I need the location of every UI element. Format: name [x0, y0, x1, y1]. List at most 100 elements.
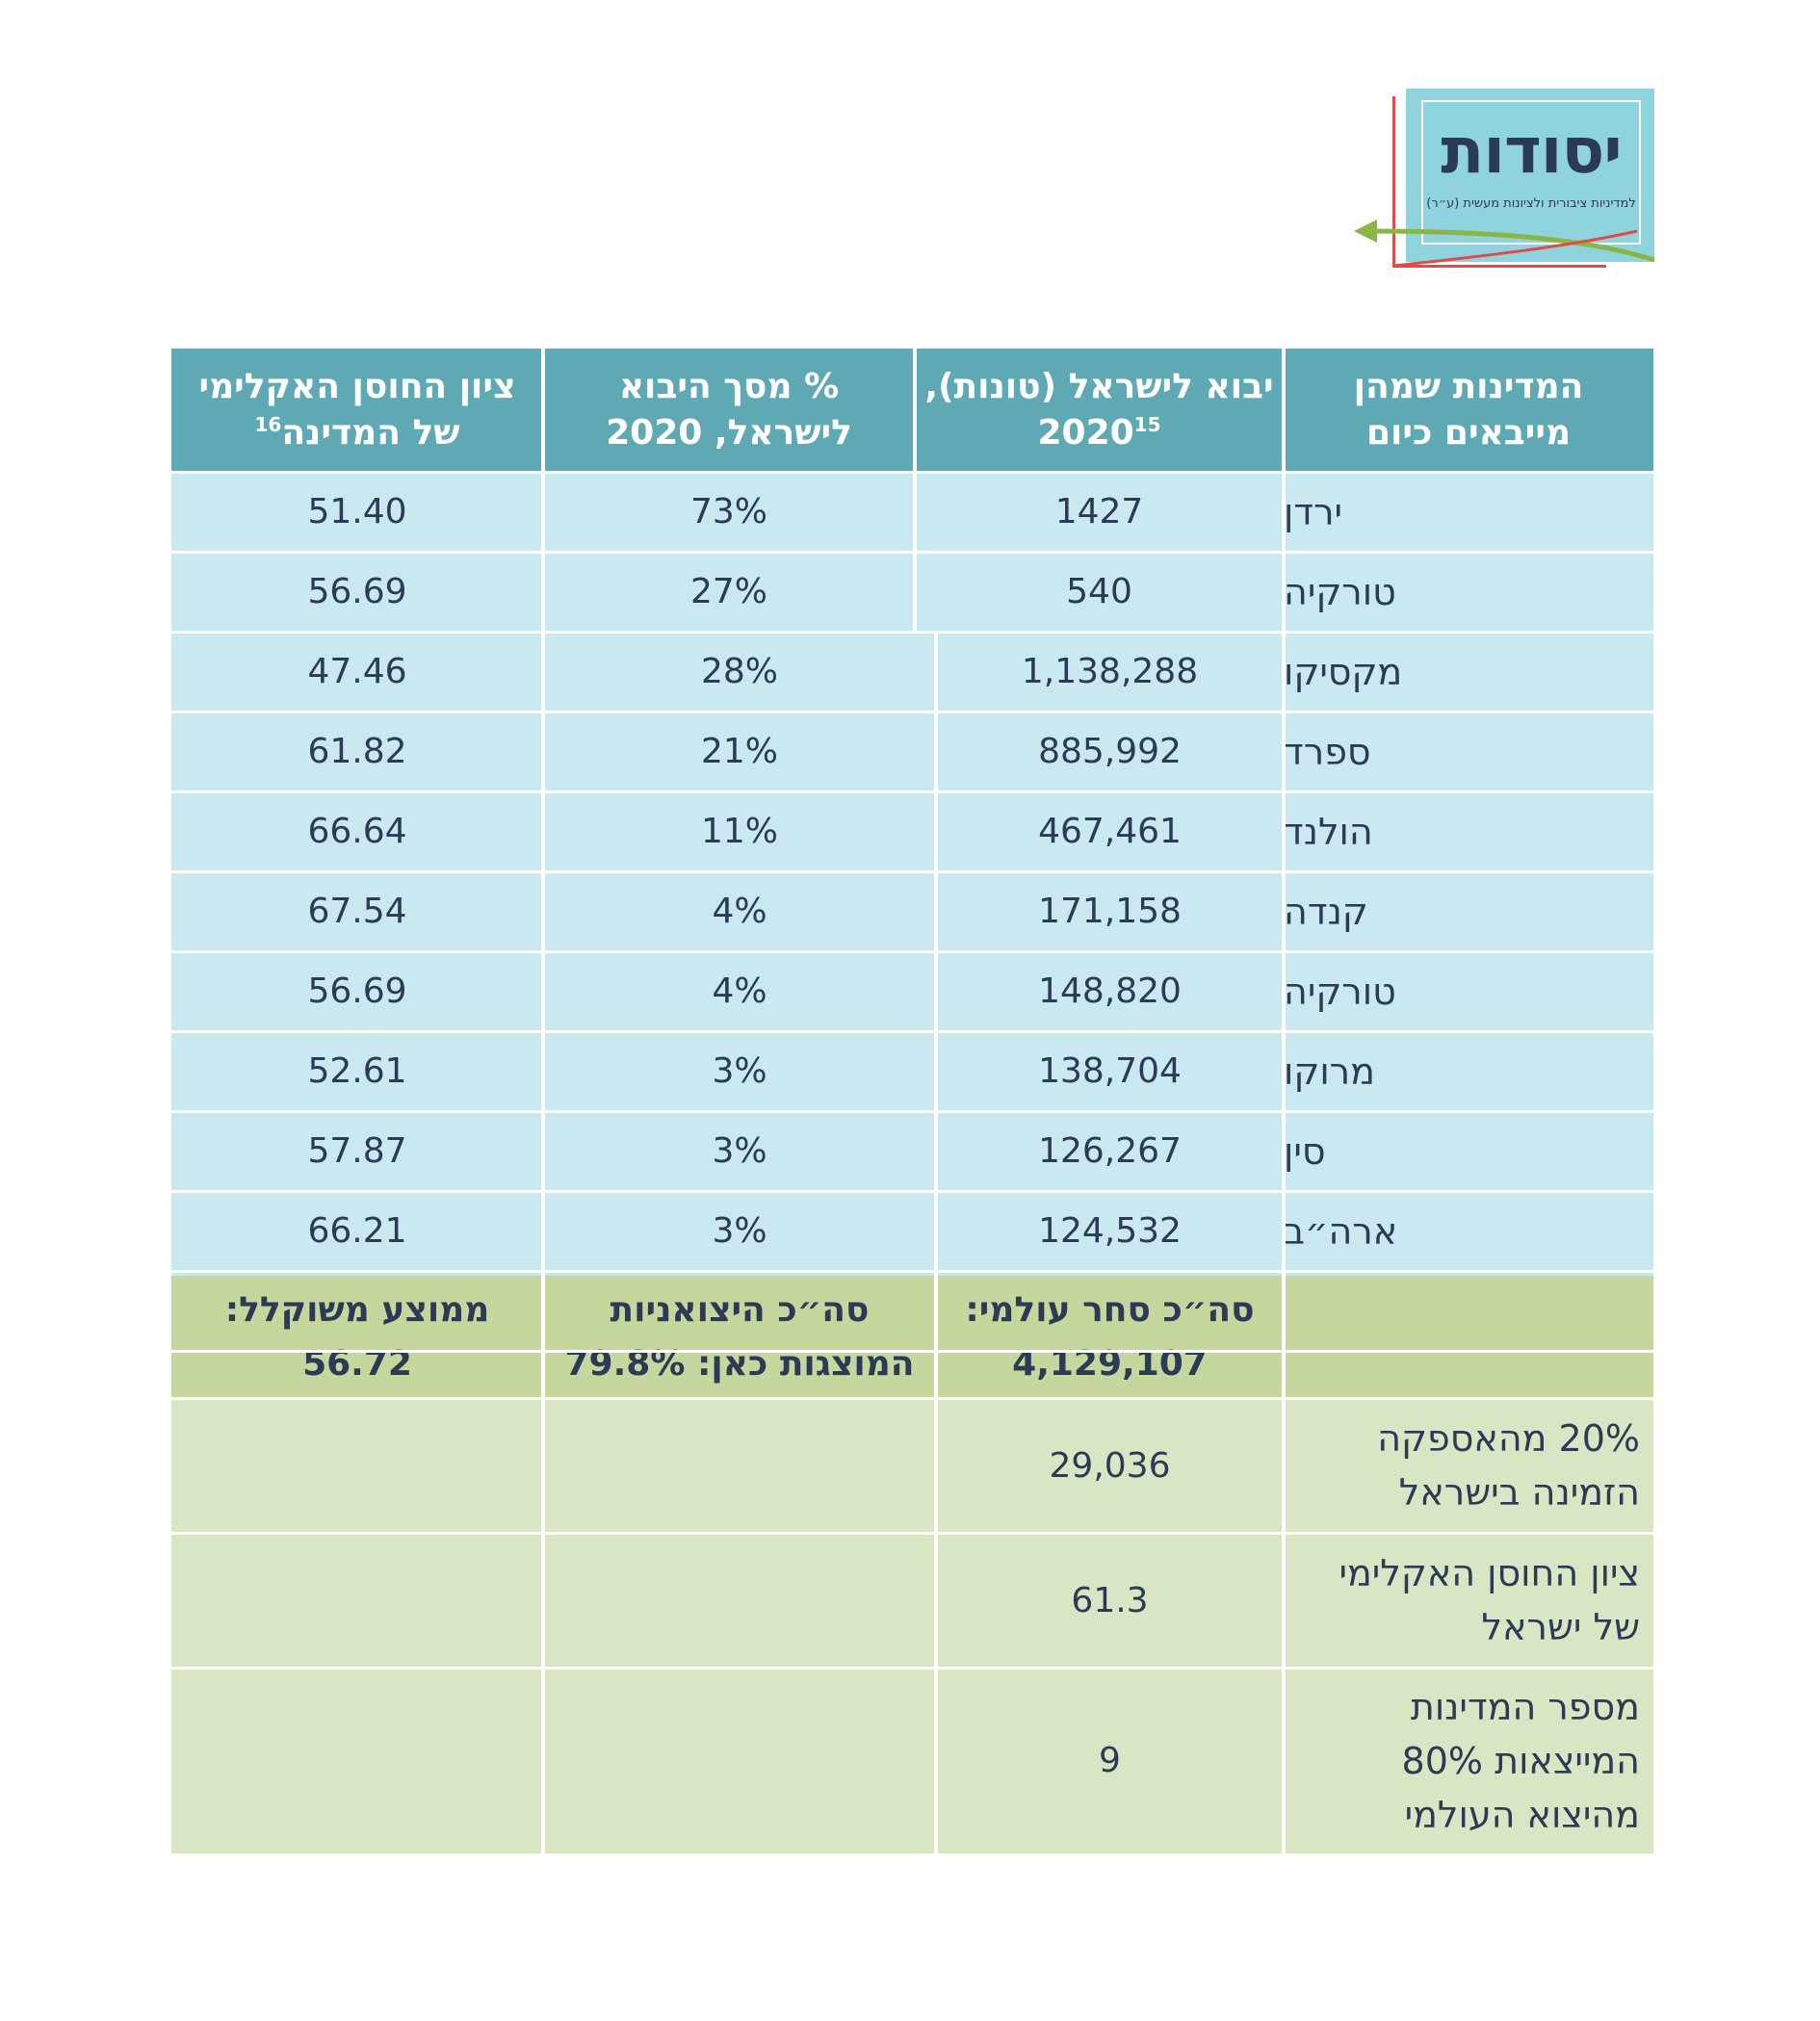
summary-label: ציון החוסן האקלימי של ישראל [1284, 1533, 1653, 1668]
footnote-15: 15 [1133, 413, 1161, 436]
imports-cell: 124,532 [936, 1191, 1284, 1271]
country-cell: קנדה [1284, 871, 1653, 951]
score-cell-text: 67.54 [307, 892, 407, 931]
country-cell: ארה״ב [1284, 1191, 1653, 1271]
grid-hline [171, 1190, 1653, 1193]
score-cell: 56.69 [171, 951, 543, 1031]
summary-value: 9 [936, 1668, 1284, 1853]
score-cell: 47.46 [171, 632, 543, 712]
totals-score-label: ממוצע משוקלל: [224, 1289, 490, 1330]
country-cell-text: ירדן [1284, 490, 1343, 533]
score-cell: 66.64 [171, 791, 543, 871]
country-cell-text: קנדה [1284, 890, 1368, 933]
logo-arrow-icon [1354, 220, 1655, 268]
header-imports-line1: יבוא לישראל (טונות), [924, 367, 1274, 406]
totals-score: ממוצע משוקלל: 56.72 [171, 1276, 543, 1398]
share-cell-text: 27% [689, 572, 767, 611]
country-cell: טורקיה [1284, 552, 1653, 632]
share-cell-text: 4% [712, 972, 767, 1011]
share-cell: 4% [543, 951, 936, 1031]
summary-label-line: 20% מהאספקה [1377, 1417, 1640, 1460]
summary-empty-cell [171, 1398, 543, 1533]
imports-cell: 885,992 [936, 712, 1284, 791]
logo-inner-frame [1421, 100, 1641, 245]
share-cell: 3% [543, 1191, 936, 1271]
country-cell: ספרד [1284, 712, 1653, 791]
score-cell-text: 66.21 [307, 1211, 407, 1251]
grid-hline [171, 1350, 1653, 1353]
header-share-line2: לישראל, 2020 [606, 413, 852, 453]
country-cell: סין [1284, 1111, 1653, 1191]
country-cell-text: ספרד [1284, 730, 1371, 773]
totals-share-value: המוצגות כאן: 79.8% [564, 1343, 915, 1384]
grid-hline [171, 631, 1653, 634]
imports-cell: 171,158 [936, 871, 1284, 951]
score-cell-text: 51.40 [307, 492, 407, 531]
share-cell-text: 3% [712, 1051, 767, 1091]
summary-value-text: 9 [1099, 1741, 1121, 1780]
score-cell-text: 66.64 [307, 812, 407, 851]
totals-share: סה״כ היצואניות המוצגות כאן: 79.8% [543, 1276, 936, 1398]
score-cell-text: 61.82 [307, 732, 407, 771]
summary-value-text: 29,036 [1049, 1445, 1171, 1486]
share-cell: 28% [543, 632, 936, 712]
grid-hline [171, 1667, 1653, 1670]
summary-empty-cell [543, 1533, 936, 1668]
summary-value-text: 61.3 [1071, 1580, 1149, 1620]
country-cell: ירדן [1284, 472, 1653, 552]
summary-label-line: מהיצוא העולמי [1404, 1793, 1640, 1836]
imports-cell-text: 467,461 [1038, 812, 1182, 851]
grid-hline [171, 551, 1653, 554]
totals-imports-value: 4,129,107 [1012, 1343, 1208, 1384]
country-cell: מקסיקו [1284, 632, 1653, 712]
summary-empty-cell [543, 1398, 936, 1533]
grid-hline [171, 950, 1653, 953]
imports-cell: 126,267 [936, 1111, 1284, 1191]
summary-label-line: המייצאות 80% [1401, 1739, 1640, 1782]
grid-hline [171, 790, 1653, 793]
summary-label-line: ציון החוסן האקלימי [1339, 1552, 1640, 1594]
share-cell-text: 3% [712, 1131, 767, 1171]
imports-cell-text: 1427 [1054, 492, 1144, 531]
totals-share-label: סה״כ היצואניות [610, 1289, 870, 1330]
header-imports-line2: 2020 [1037, 413, 1134, 453]
imports-cell: 1,138,288 [936, 632, 1284, 712]
imports-cell-text: 138,704 [1038, 1051, 1182, 1091]
score-cell-text: 56.69 [307, 572, 407, 611]
share-cell: 3% [543, 1111, 936, 1191]
header-score-line1: ציון החוסן האקלימי [198, 367, 516, 406]
totals-imports-label: סה״כ סחר עולמי: [965, 1289, 1255, 1330]
country-cell-text: ארה״ב [1284, 1209, 1398, 1253]
summary-label-line: מספר המדינות [1410, 1685, 1640, 1728]
score-cell-text: 47.46 [307, 652, 407, 691]
summary-value: 61.3 [936, 1533, 1284, 1668]
logo-subtitle: למדיניות ציבורית ולציונות מעשית (ע״ר) [1426, 196, 1636, 211]
summary-value: 29,036 [936, 1398, 1284, 1533]
imports-cell: 467,461 [936, 791, 1284, 871]
grid-hline [171, 471, 1653, 474]
climate-resilience-table: המדינות שמהן מייבאים כיום יבוא לישראל (טו… [171, 349, 1653, 1950]
totals-empty-cell [1284, 1276, 1653, 1398]
grid-hline [171, 870, 1653, 873]
summary-label: מספר המדינות המייצאות 80% מהיצוא העולמי [1284, 1668, 1653, 1853]
header-countries: המדינות שמהן מייבאים כיום [1284, 349, 1653, 472]
grid-hline [171, 1532, 1653, 1535]
imports-cell: 540 [915, 552, 1284, 632]
imports-cell-text: 1,138,288 [1021, 652, 1199, 691]
score-cell-text: 52.61 [307, 1051, 407, 1091]
summary-label: 20% מהאספקה הזמינה בישראל [1284, 1398, 1653, 1533]
grid-vline [934, 632, 938, 1950]
grid-hline [171, 711, 1653, 713]
grid-hline [171, 1030, 1653, 1033]
country-cell-text: טורקיה [1284, 970, 1396, 1013]
imports-cell-text: 124,532 [1038, 1211, 1182, 1251]
country-cell-text: טורקיה [1284, 570, 1396, 613]
summary-empty-cell [543, 1668, 936, 1853]
grid-hline [171, 1270, 1653, 1273]
country-cell: הולנד [1284, 791, 1653, 871]
footnote-16: 16 [254, 413, 282, 436]
share-cell: 27% [543, 552, 915, 632]
logo-title: יסודות [1441, 114, 1623, 188]
score-cell-text: 56.69 [307, 972, 407, 1011]
country-cell-text: מקסיקו [1284, 650, 1403, 693]
